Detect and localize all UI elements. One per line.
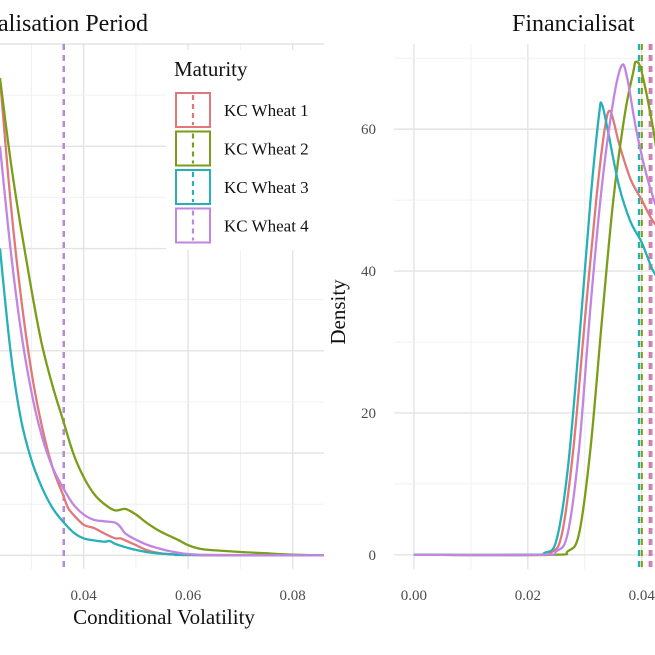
density-curve-kc-wheat-3 (413, 101, 655, 557)
y-tick-label: 20 (361, 406, 376, 422)
left-x-axis-title: Conditional Volatility (73, 605, 255, 629)
legend-item: KC Wheat 4 (175, 207, 309, 244)
right-mean-lines (637, 44, 653, 569)
legend-label: KC Wheat 3 (224, 178, 309, 197)
legend-item: KC Wheat 1 (175, 92, 309, 128)
density-curve-kc-wheat-3 (0, 248, 324, 557)
density-curve-kc-wheat-4 (0, 146, 324, 557)
y-tick-label: 40 (361, 264, 376, 280)
right-y-tick-labels: 0 20 40 60 (361, 122, 376, 564)
x-tick-label: 0.00 (401, 588, 427, 604)
legend-items: KC Wheat 1 KC Wheat 2 KC Wheat 3 KC Wheat 4 (175, 92, 309, 244)
x-tick-label: 0.06 (175, 588, 202, 604)
legend-title: Maturity (174, 57, 248, 81)
x-tick-label: 0.02 (515, 588, 541, 604)
y-tick-label: 0 (369, 548, 377, 564)
density-curve-kc-wheat-2 (413, 60, 655, 557)
left-panel-title: alisation Period (0, 11, 148, 37)
right-density-curves (413, 60, 655, 557)
right-grid (394, 44, 655, 569)
density-curve-kc-wheat-4 (413, 63, 655, 557)
panel-pre-financialisation: alisation Period 0.04 0.06 0.08 Conditiona… (0, 11, 324, 629)
density-curve-kc-wheat-2 (0, 77, 324, 557)
right-x-tick-labels: 0.00 0.02 0.04 (401, 588, 655, 604)
left-x-tick-labels: 0.04 0.06 0.08 (70, 588, 305, 604)
right-y-axis-title: Density (326, 279, 350, 345)
left-density-curves (0, 77, 324, 557)
legend-label: KC Wheat 4 (224, 217, 309, 236)
x-tick-label: 0.04 (629, 588, 655, 604)
y-tick-label: 60 (361, 122, 376, 138)
legend-item: KC Wheat 3 (175, 169, 309, 205)
legend-label: KC Wheat 1 (224, 101, 309, 120)
legend-label: KC Wheat 2 (224, 140, 309, 159)
legend-item: KC Wheat 2 (175, 130, 309, 167)
x-tick-label: 0.08 (280, 588, 306, 604)
legend: Maturity KC Wheat 1KC Wheat 2KC Wheat 3K… (166, 50, 326, 250)
left-grid (0, 43, 324, 569)
x-tick-label: 0.04 (70, 588, 97, 604)
panel-financialisation: Financialisat 0.00 0.02 0.04 0 20 40 60 Densi… (326, 11, 655, 604)
density-curve-kc-wheat-1 (413, 109, 655, 557)
right-panel-title: Financialisat (512, 11, 635, 37)
